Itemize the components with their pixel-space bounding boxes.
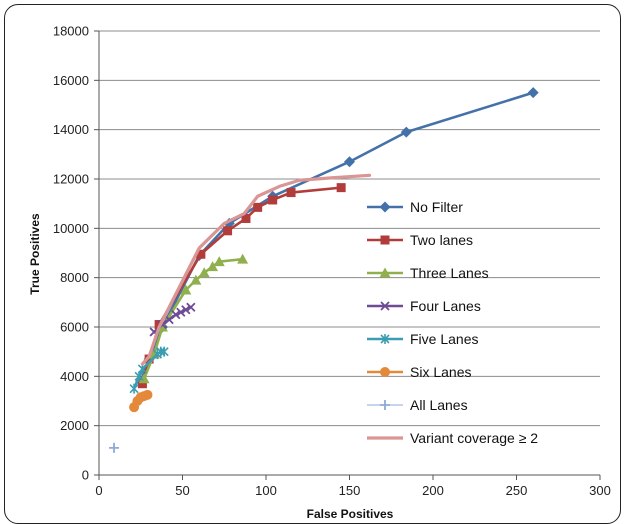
series-4	[129, 346, 169, 394]
y-axis-title: True Positives	[28, 213, 42, 295]
legend-label-3: Four Lanes	[410, 298, 481, 314]
data-point-3-5	[181, 305, 191, 315]
data-point-1-8	[286, 188, 296, 198]
series-6	[109, 442, 120, 453]
data-point-1-6	[253, 202, 263, 212]
data-point-3-4	[176, 307, 186, 317]
legend-label-6: All Lanes	[410, 397, 468, 413]
series-2	[138, 253, 249, 384]
legend-swatch-marker-1	[380, 235, 390, 245]
y-tick-label-9: 18000	[53, 24, 89, 39]
series-5	[129, 389, 153, 413]
data-point-4-0	[129, 383, 139, 394]
legend-item-0: No Filter	[367, 199, 463, 215]
x-tick-label-5: 250	[506, 483, 528, 498]
y-tick-label-6: 12000	[53, 172, 89, 187]
y-tick-label-4: 8000	[60, 270, 89, 285]
legend-swatch-marker-4	[380, 334, 390, 344]
legend-label-4: Five Lanes	[410, 331, 478, 347]
y-tick-label-0: 0	[82, 468, 89, 483]
data-point-3-6	[186, 302, 196, 312]
y-tick-label-3: 6000	[60, 320, 89, 335]
data-point-1-0	[137, 379, 147, 389]
data-point-6-0	[109, 442, 120, 453]
y-tick-label-1: 2000	[60, 418, 89, 433]
data-point-1-4	[223, 226, 233, 236]
data-point-3-3	[171, 310, 181, 320]
y-tick-label-5: 10000	[53, 221, 89, 236]
legend-label-5: Six Lanes	[410, 364, 471, 380]
axes	[94, 30, 601, 480]
data-point-2-5	[198, 267, 210, 278]
data-point-1-5	[241, 213, 251, 223]
y-tick-label-2: 4000	[60, 369, 89, 384]
series-3	[149, 302, 196, 337]
legend-item-4: Five Lanes	[367, 331, 478, 347]
series-group	[109, 87, 539, 453]
data-point-5-4	[142, 389, 153, 400]
series-line-2	[142, 257, 244, 381]
legend-item-2: Three Lanes	[367, 265, 489, 281]
x-tick-labels: 0 50 100 150 200 250 300	[95, 483, 610, 498]
y-tick-label-7: 14000	[53, 122, 89, 137]
data-point-2-6	[207, 261, 219, 272]
legend-item-5: Six Lanes	[367, 364, 471, 380]
data-point-4-5	[159, 346, 169, 357]
legend-label-1: Two lanes	[410, 232, 473, 248]
data-point-1-9	[336, 183, 346, 193]
legend-label-0: No Filter	[410, 199, 463, 215]
x-tick-label-4: 200	[422, 483, 444, 498]
legend: No Filter Two lanes Three Lanes Four Lanes F…	[367, 199, 538, 446]
data-point-0-7	[400, 126, 412, 138]
legend-item-3: Four Lanes	[367, 298, 481, 314]
y-tick-labels: 0 2000 4000 6000 8000 10000 12000 14000 16000 180…	[53, 24, 89, 483]
x-tick-label-2: 100	[255, 483, 277, 498]
legend-label-7: Variant coverage ≥ 2	[410, 430, 538, 446]
legend-swatch-marker-2	[379, 267, 391, 278]
legend-item-1: Two lanes	[367, 232, 473, 248]
legend-swatch-marker-6	[380, 400, 390, 410]
legend-swatch-marker-0	[379, 201, 391, 213]
data-point-3-2	[164, 314, 174, 325]
x-tick-label-3: 150	[339, 483, 361, 498]
data-point-0-6	[344, 156, 355, 168]
legend-item-7: Variant coverage ≥ 2	[367, 430, 538, 446]
data-point-2-8	[237, 253, 249, 264]
legend-swatch-marker-3	[380, 301, 390, 311]
x-tick-label-0: 0	[95, 483, 102, 498]
data-point-1-7	[268, 195, 278, 205]
series-line-7	[140, 173, 372, 366]
data-point-2-3	[180, 284, 192, 295]
legend-swatch-marker-5	[380, 367, 390, 377]
series-7	[140, 173, 372, 366]
data-point-0-8	[527, 87, 539, 99]
legend-label-2: Three Lanes	[410, 265, 489, 281]
legend-item-6: All Lanes	[367, 397, 468, 413]
data-point-2-7	[213, 256, 225, 267]
x-tick-label-1: 50	[175, 483, 189, 498]
data-point-2-4	[190, 274, 202, 285]
grid-lines	[99, 30, 600, 476]
x-axis-title: False Positives	[307, 507, 394, 519]
chart-frame	[4, 4, 621, 524]
data-point-1-3	[196, 249, 206, 259]
data-point-1-1	[144, 354, 154, 364]
data-point-2-0	[138, 373, 150, 384]
x-tick-label-6: 300	[589, 483, 611, 498]
y-tick-label-8: 16000	[53, 73, 89, 88]
